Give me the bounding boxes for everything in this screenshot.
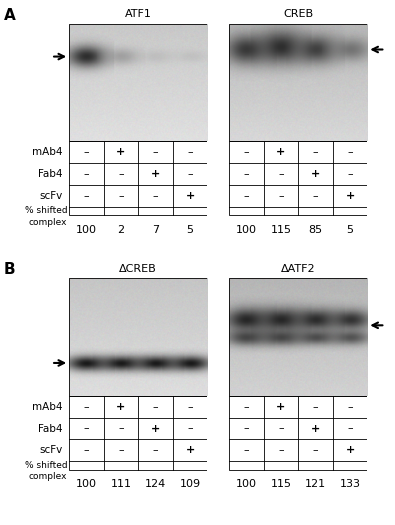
Text: –: – <box>118 191 124 201</box>
Text: –: – <box>244 169 249 179</box>
Text: mAb4: mAb4 <box>32 402 62 412</box>
Text: –: – <box>118 424 124 434</box>
Bar <box>69 278 207 396</box>
Text: –: – <box>84 445 89 455</box>
Bar <box>69 141 207 215</box>
Text: –: – <box>187 424 193 434</box>
Text: –: – <box>187 402 193 412</box>
Text: 124: 124 <box>145 479 166 489</box>
Text: –: – <box>244 147 249 157</box>
Text: +: + <box>346 191 355 201</box>
Text: scFv: scFv <box>39 191 62 201</box>
Text: –: – <box>84 191 89 201</box>
Text: +: + <box>276 147 286 157</box>
Text: –: – <box>244 424 249 434</box>
Text: –: – <box>118 445 124 455</box>
Text: –: – <box>153 445 158 455</box>
Text: +: + <box>276 402 286 412</box>
Text: Fab4: Fab4 <box>38 424 62 434</box>
Text: ATF1: ATF1 <box>125 9 152 19</box>
Text: 7: 7 <box>152 225 159 235</box>
Text: –: – <box>278 424 284 434</box>
Text: –: – <box>244 191 249 201</box>
Text: ΔATF2: ΔATF2 <box>281 264 316 274</box>
Text: –: – <box>347 169 353 179</box>
Text: 85: 85 <box>308 225 323 235</box>
Text: +: + <box>117 402 126 412</box>
Text: 111: 111 <box>111 479 132 489</box>
Text: –: – <box>118 169 124 179</box>
Text: scFv: scFv <box>39 445 62 455</box>
Bar <box>229 278 367 396</box>
Text: –: – <box>347 402 353 412</box>
Text: –: – <box>84 147 89 157</box>
Text: –: – <box>313 147 318 157</box>
Bar <box>229 24 367 141</box>
Bar <box>229 396 367 470</box>
Text: –: – <box>244 445 249 455</box>
Text: –: – <box>153 191 158 201</box>
Text: +: + <box>311 169 320 179</box>
Text: 5: 5 <box>186 225 194 235</box>
Text: –: – <box>347 424 353 434</box>
Bar <box>69 24 207 141</box>
Text: 100: 100 <box>76 479 97 489</box>
Text: –: – <box>84 169 89 179</box>
Bar <box>229 141 367 215</box>
Text: % shifted
complex: % shifted complex <box>24 460 67 481</box>
Text: mAb4: mAb4 <box>32 147 62 157</box>
Text: B: B <box>4 262 15 277</box>
Text: –: – <box>187 169 193 179</box>
Text: +: + <box>117 147 126 157</box>
Text: +: + <box>151 169 160 179</box>
Text: –: – <box>84 424 89 434</box>
Text: +: + <box>346 445 355 455</box>
Text: 100: 100 <box>236 225 257 235</box>
Text: –: – <box>278 191 284 201</box>
Text: ΔCREB: ΔCREB <box>119 264 157 274</box>
Text: –: – <box>84 402 89 412</box>
Text: –: – <box>313 445 318 455</box>
Text: 115: 115 <box>271 479 292 489</box>
Text: A: A <box>4 7 16 23</box>
Text: 115: 115 <box>271 225 292 235</box>
Text: +: + <box>186 445 195 455</box>
Text: 100: 100 <box>236 479 257 489</box>
Text: –: – <box>187 147 193 157</box>
Text: –: – <box>153 147 158 157</box>
Text: –: – <box>313 191 318 201</box>
Text: % shifted
complex: % shifted complex <box>24 206 67 227</box>
Text: 100: 100 <box>76 225 97 235</box>
Text: 133: 133 <box>340 479 361 489</box>
Text: –: – <box>278 169 284 179</box>
Text: 109: 109 <box>180 479 201 489</box>
Text: +: + <box>311 424 320 434</box>
Text: –: – <box>244 402 249 412</box>
Text: –: – <box>313 402 318 412</box>
Bar <box>69 396 207 470</box>
Text: –: – <box>347 147 353 157</box>
Text: 121: 121 <box>305 479 326 489</box>
Text: +: + <box>151 424 160 434</box>
Text: CREB: CREB <box>283 9 313 19</box>
Text: Fab4: Fab4 <box>38 169 62 179</box>
Text: 5: 5 <box>346 225 354 235</box>
Text: –: – <box>153 402 158 412</box>
Text: –: – <box>278 445 284 455</box>
Text: 2: 2 <box>117 225 124 235</box>
Text: +: + <box>186 191 195 201</box>
